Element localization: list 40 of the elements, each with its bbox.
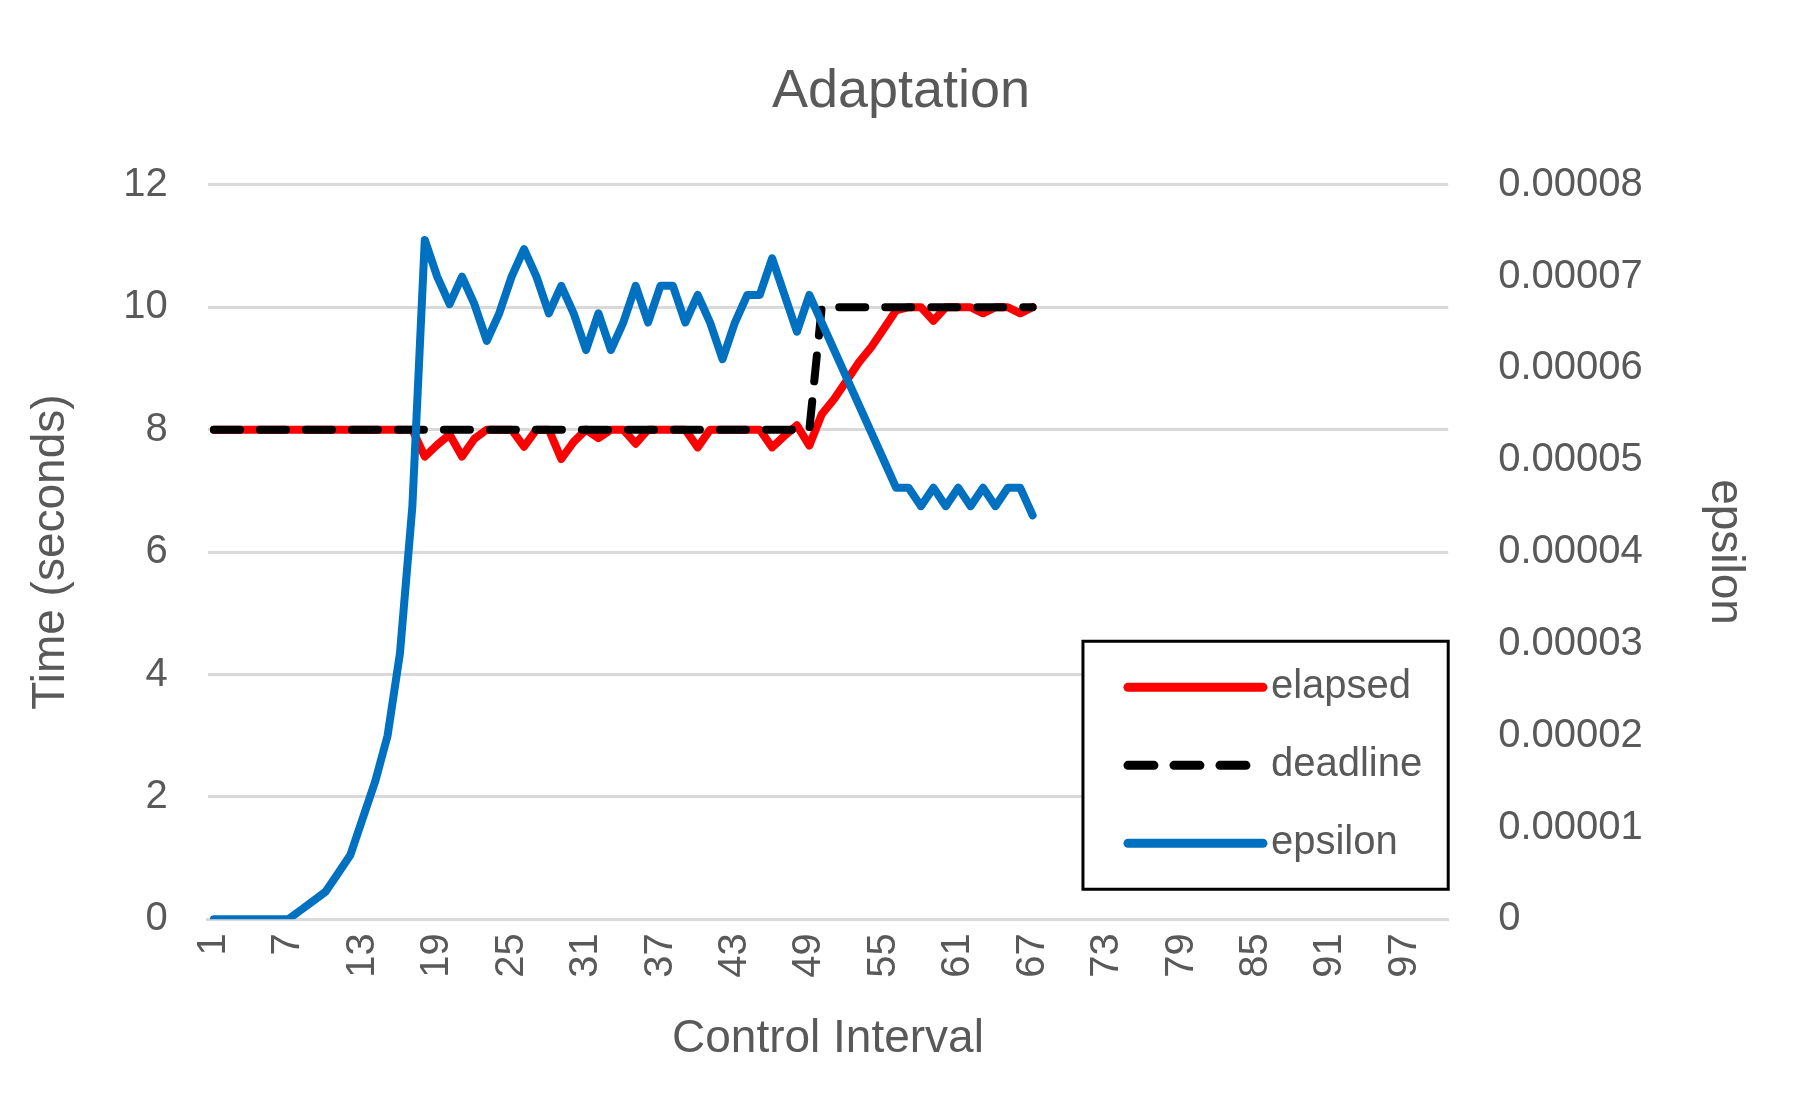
x-tick-label: 31 (561, 933, 606, 978)
y-tick-label: 8 (145, 404, 168, 449)
y2-tick-label: 0 (1498, 894, 1521, 939)
y2-tick-label: 0.00003 (1498, 618, 1643, 663)
y2-axis-title: epsilon (1701, 479, 1754, 625)
x-tick-label: 91 (1305, 933, 1350, 978)
x-tick-label: 25 (486, 933, 531, 978)
x-tick-label: 43 (709, 933, 754, 978)
y2-tick-label: 0.00004 (1498, 527, 1643, 572)
x-tick-label: 55 (858, 933, 903, 978)
y2-tick-label: 0.00005 (1498, 435, 1643, 480)
legend-label: deadline (1270, 740, 1423, 785)
x-tick-label: 1 (188, 933, 233, 956)
x-tick-label: 49 (784, 933, 829, 978)
x-axis-title: Control Interval (671, 1010, 984, 1063)
x-tick-label: 19 (412, 933, 457, 978)
x-tick-label: 67 (1007, 933, 1052, 978)
x-tick-label: 73 (1082, 933, 1127, 978)
legend-label: elapsed (1270, 662, 1412, 707)
y2-tick-label: 0.00006 (1498, 343, 1643, 388)
y2-tick-label: 0.00001 (1498, 802, 1643, 847)
y-tick-label: 10 (123, 282, 168, 327)
y2-tick-label: 0.00002 (1498, 710, 1643, 755)
x-tick-label: 85 (1230, 933, 1275, 978)
chart-title: Adaptation (771, 58, 1031, 119)
y-tick-label: 12 (123, 159, 168, 204)
y-axis-title: Time (seconds) (22, 394, 75, 710)
y-tick-label: 2 (145, 771, 168, 816)
y2-tick-label: 0.00008 (1498, 159, 1643, 204)
x-tick-label: 13 (337, 933, 382, 978)
x-tick-label: 61 (933, 933, 978, 978)
y-tick-label: 0 (145, 894, 168, 939)
y-tick-label: 4 (145, 649, 168, 694)
x-tick-label: 37 (635, 933, 680, 978)
x-tick-label: 7 (263, 933, 308, 956)
y-tick-label: 6 (145, 527, 168, 572)
legend-label: epsilon (1270, 818, 1398, 863)
x-tick-label: 97 (1379, 933, 1424, 978)
y2-tick-label: 0.00007 (1498, 251, 1643, 296)
x-tick-label: 79 (1156, 933, 1201, 978)
